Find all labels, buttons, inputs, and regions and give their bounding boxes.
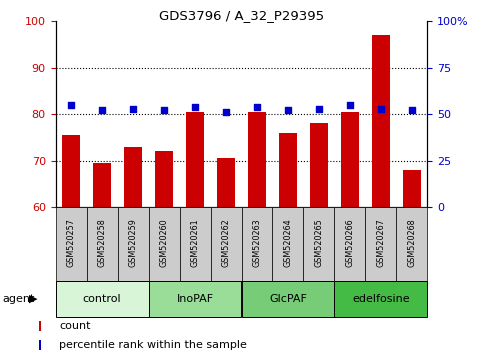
Bar — [149, 281, 242, 317]
Bar — [56, 281, 149, 317]
Point — [160, 108, 168, 113]
Point — [284, 108, 292, 113]
Text: GSM520260: GSM520260 — [159, 218, 169, 267]
Text: GSM520258: GSM520258 — [98, 218, 107, 267]
Bar — [39, 321, 41, 331]
Text: GSM520263: GSM520263 — [253, 218, 261, 267]
Point — [191, 104, 199, 109]
Text: edelfosine: edelfosine — [352, 294, 410, 304]
Text: count: count — [59, 321, 91, 331]
Text: GSM520266: GSM520266 — [345, 218, 355, 267]
Bar — [310, 124, 328, 207]
Bar — [56, 207, 86, 281]
Bar — [334, 207, 366, 281]
Point — [315, 106, 323, 112]
Point — [222, 109, 230, 115]
Bar — [403, 170, 421, 207]
Point — [67, 102, 75, 108]
Bar — [341, 112, 359, 207]
Text: GSM520257: GSM520257 — [67, 218, 75, 267]
Text: control: control — [83, 294, 121, 304]
Bar — [334, 281, 427, 317]
Text: GSM520262: GSM520262 — [222, 218, 230, 267]
Text: GSM520265: GSM520265 — [314, 218, 324, 267]
Bar — [272, 207, 303, 281]
Text: GSM520268: GSM520268 — [408, 218, 416, 267]
Bar — [397, 207, 427, 281]
Text: InoPAF: InoPAF — [176, 294, 213, 304]
Bar — [248, 112, 266, 207]
Bar — [93, 163, 112, 207]
Point — [377, 106, 385, 112]
Bar — [242, 281, 334, 317]
Bar — [124, 147, 142, 207]
Bar — [117, 207, 149, 281]
Bar — [149, 207, 180, 281]
Bar — [242, 207, 272, 281]
Bar — [180, 207, 211, 281]
Bar — [155, 151, 173, 207]
Bar — [366, 207, 397, 281]
Point — [253, 104, 261, 109]
Text: ▶: ▶ — [28, 294, 37, 304]
Point — [408, 108, 416, 113]
Bar — [279, 133, 297, 207]
Text: GSM520264: GSM520264 — [284, 218, 293, 267]
Bar — [303, 207, 334, 281]
Text: GSM520261: GSM520261 — [190, 218, 199, 267]
Bar — [86, 207, 117, 281]
Point — [346, 102, 354, 108]
Text: agent: agent — [2, 294, 35, 304]
Text: GSM520259: GSM520259 — [128, 218, 138, 267]
Text: GlcPAF: GlcPAF — [269, 294, 307, 304]
Bar — [372, 35, 390, 207]
Bar — [217, 158, 235, 207]
Bar — [186, 112, 204, 207]
Text: percentile rank within the sample: percentile rank within the sample — [59, 340, 247, 350]
Bar — [62, 135, 80, 207]
Point — [98, 108, 106, 113]
Point — [129, 106, 137, 112]
Bar — [211, 207, 242, 281]
Text: GDS3796 / A_32_P29395: GDS3796 / A_32_P29395 — [159, 9, 324, 22]
Text: GSM520267: GSM520267 — [376, 218, 385, 267]
Bar — [39, 340, 41, 350]
